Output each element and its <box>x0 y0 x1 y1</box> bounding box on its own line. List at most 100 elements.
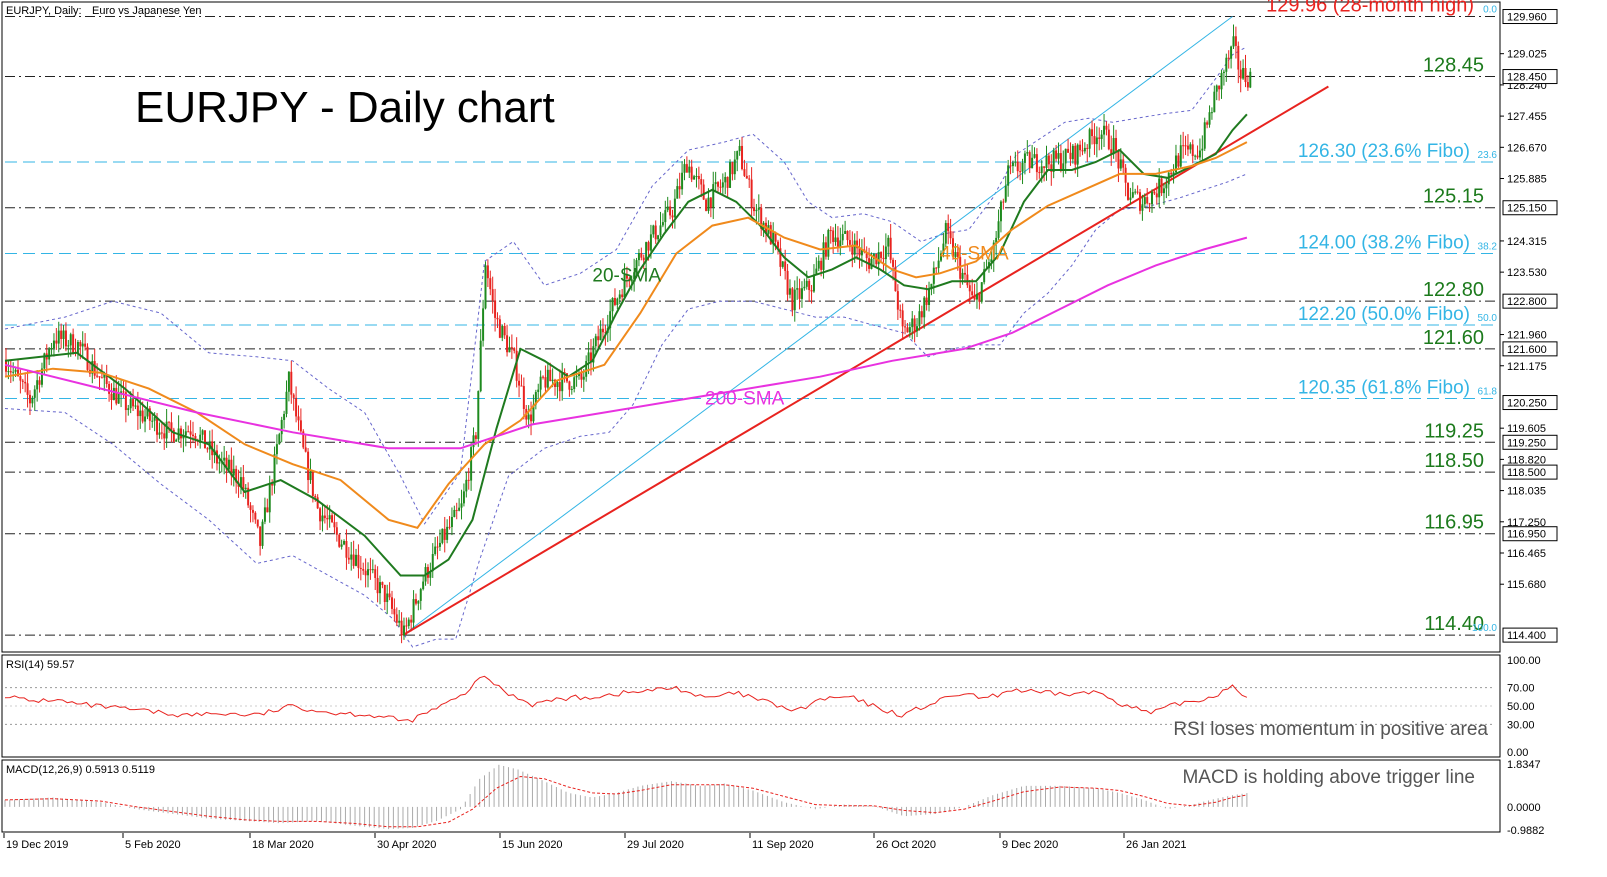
candle-body <box>587 352 590 362</box>
candle-body <box>642 257 645 261</box>
candle-body <box>597 336 600 341</box>
fib-tag-12: 100.0 <box>1472 623 1497 634</box>
candle-body <box>599 328 602 341</box>
candle-body <box>803 286 806 289</box>
candle-body <box>371 569 374 571</box>
level-label-5: 122.80 <box>1423 279 1484 301</box>
candle-body <box>673 198 676 218</box>
candle-body <box>436 546 439 548</box>
rsi-tick-label: 100.00 <box>1507 655 1541 667</box>
candle-body <box>563 372 566 374</box>
price-axis: 129.025128.240127.455126.670125.885124.3… <box>1500 9 1558 643</box>
candle-body <box>1179 145 1182 167</box>
candle-body <box>148 408 151 421</box>
candle-body <box>911 318 914 328</box>
level-label-2: 126.30 (23.6% Fibo) <box>1298 141 1470 162</box>
candle-body <box>721 182 724 188</box>
candle-body <box>753 207 756 212</box>
candle-body <box>522 386 525 409</box>
candle-body <box>390 597 393 609</box>
series-200-sma <box>4 236 1248 450</box>
candle-body <box>935 267 938 269</box>
candle-body <box>16 369 19 377</box>
candle-body <box>206 448 209 450</box>
candle-body <box>271 483 274 486</box>
candle-body <box>702 184 705 200</box>
candle-body <box>1064 148 1067 164</box>
candle-body <box>331 515 334 523</box>
candle-body <box>319 508 322 522</box>
series-20-sma <box>4 113 1248 577</box>
candle-body <box>1155 193 1158 198</box>
candle-body <box>678 186 681 190</box>
candle-body <box>227 459 230 470</box>
candle-body <box>649 234 652 251</box>
candle-body <box>1184 145 1187 147</box>
level-label-12: 114.40 <box>1424 613 1484 635</box>
candle-body <box>585 361 588 377</box>
candle-body <box>887 237 890 247</box>
candle-body <box>1232 36 1235 47</box>
candle-body <box>973 295 976 300</box>
candle-body <box>1050 164 1053 172</box>
candle-body <box>120 391 123 394</box>
candle-body <box>745 175 748 179</box>
candle-body <box>1067 148 1070 153</box>
candle-body <box>1002 201 1005 203</box>
candle-body <box>963 272 966 275</box>
candle-body <box>705 199 708 211</box>
candle-body <box>947 223 950 232</box>
candle-body <box>925 297 928 305</box>
candle-body <box>285 391 288 414</box>
level-label-11: 116.95 <box>1424 512 1484 534</box>
candle-body <box>685 164 688 173</box>
candle-body <box>249 505 252 510</box>
candle-body <box>86 346 89 370</box>
candle-body <box>1088 129 1091 149</box>
candle-body <box>561 372 564 392</box>
candle-body <box>172 429 175 442</box>
price-box <box>1502 69 1558 85</box>
candle-body <box>1045 155 1048 168</box>
candle-body <box>1146 197 1149 204</box>
candle-body <box>81 343 84 347</box>
candle-body <box>419 589 422 601</box>
candle-body <box>69 334 72 346</box>
candle-body <box>530 414 533 422</box>
candle-body <box>1021 162 1024 172</box>
candle-body <box>283 413 286 420</box>
candle-body <box>774 232 777 242</box>
candle-body <box>659 225 662 236</box>
x-tick-label: 29 Jul 2020 <box>627 839 684 851</box>
candle-body <box>431 554 434 572</box>
candle-body <box>997 221 1000 238</box>
candle-body <box>542 376 545 378</box>
candle-body <box>251 509 254 513</box>
candle-body <box>515 350 518 381</box>
candle-body <box>1182 145 1185 147</box>
candle-body <box>355 554 358 566</box>
rsi-line <box>4 675 1248 723</box>
candle-body <box>316 497 319 509</box>
candle-body <box>652 225 655 235</box>
candle-body <box>98 376 101 378</box>
candles <box>5 24 1252 644</box>
candle-body <box>851 244 854 255</box>
candle-body <box>340 544 343 547</box>
candle-body <box>311 471 314 496</box>
candle-body <box>1093 136 1096 145</box>
candle-body <box>853 240 856 255</box>
candle-body <box>19 376 22 381</box>
candle-body <box>899 309 902 311</box>
candle-body <box>203 430 206 449</box>
candle-body <box>697 175 700 180</box>
candle-body <box>961 272 964 279</box>
annotation-200-sma: 200-SMA <box>705 389 785 410</box>
candle-body <box>884 246 887 260</box>
candle-body <box>417 600 420 604</box>
candle-body <box>647 242 650 251</box>
candle-body <box>309 471 312 481</box>
candle-body <box>611 297 614 312</box>
candle-body <box>951 238 954 257</box>
candle-body <box>664 210 667 223</box>
